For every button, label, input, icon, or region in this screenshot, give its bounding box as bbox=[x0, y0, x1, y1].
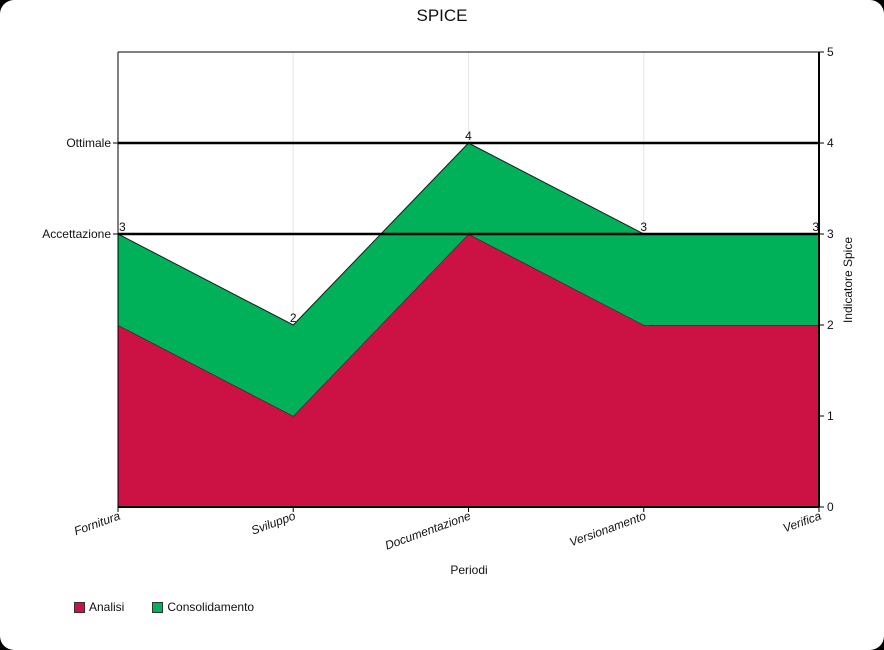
y-tick-label: 0 bbox=[827, 500, 834, 514]
reference-lines: Ottimale Accettazione bbox=[42, 136, 819, 241]
data-label: 3 bbox=[812, 220, 819, 234]
legend-swatch-consolidamento bbox=[152, 601, 164, 613]
x-tick-label: Versionamento bbox=[568, 509, 649, 550]
data-labels: 3 2 4 3 3 bbox=[119, 129, 819, 325]
chart-title: SPICE bbox=[416, 6, 467, 25]
x-tick-label: Verifica bbox=[781, 509, 823, 536]
x-tick-label: Fornitura bbox=[72, 509, 122, 539]
area-analisi bbox=[118, 234, 819, 507]
y-tick-label: 4 bbox=[827, 136, 834, 150]
reference-label-accettazione: Accettazione bbox=[42, 227, 111, 241]
data-label: 4 bbox=[465, 129, 472, 143]
legend: Analisi Consolidamento bbox=[74, 600, 254, 614]
x-tick-label: Sviluppo bbox=[249, 509, 297, 538]
y-tick-label: 3 bbox=[827, 227, 834, 241]
y-tick-label: 5 bbox=[827, 45, 834, 59]
legend-label-consolidamento: Consolidamento bbox=[167, 600, 255, 614]
legend-label-analisi: Analisi bbox=[89, 600, 125, 614]
legend-item-consolidamento: Consolidamento bbox=[152, 600, 254, 614]
y-tick-label: 1 bbox=[827, 409, 834, 423]
reference-label-ottimale: Ottimale bbox=[66, 136, 111, 150]
x-tick-label: Documentazione bbox=[383, 509, 473, 553]
legend-swatch-analisi bbox=[74, 601, 85, 613]
data-label: 3 bbox=[119, 220, 126, 234]
area-consolidamento bbox=[118, 143, 819, 416]
data-label: 3 bbox=[640, 220, 647, 234]
y-tick-label: 2 bbox=[827, 318, 834, 332]
y-axis-label: Indicatore Spice bbox=[841, 237, 855, 323]
data-label: 2 bbox=[290, 311, 297, 325]
legend-item-analisi: Analisi bbox=[74, 600, 124, 614]
x-axis-label: Periodi bbox=[450, 563, 487, 577]
